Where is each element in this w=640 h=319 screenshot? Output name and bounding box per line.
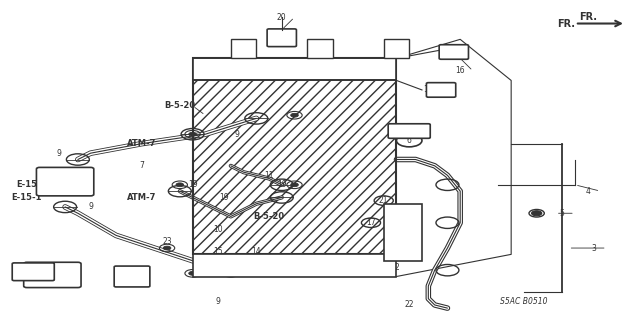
Text: B-5-20: B-5-20 [164,101,195,110]
Circle shape [532,211,541,216]
Text: B-5-20: B-5-20 [253,212,285,221]
Circle shape [227,271,235,275]
Bar [384,39,409,58]
FancyBboxPatch shape [267,29,296,47]
Text: 17: 17 [366,218,376,227]
Text: 7: 7 [139,161,144,170]
Text: 2: 2 [394,263,399,271]
Text: 19: 19 [277,180,287,189]
Text: 9: 9 [56,149,61,158]
Circle shape [189,132,196,136]
Text: 19: 19 [220,193,229,202]
Text: ATM-7: ATM-7 [127,193,156,202]
Circle shape [291,183,298,187]
Text: 13: 13 [213,266,223,275]
Text: E-15-1: E-15-1 [12,193,42,202]
Text: 16: 16 [456,66,465,76]
Circle shape [291,113,298,117]
Bar [193,254,396,277]
Circle shape [163,246,171,250]
Text: 15: 15 [213,247,223,256]
Text: 9: 9 [88,203,93,211]
Text: 20: 20 [277,13,287,22]
Text: 18: 18 [424,85,433,94]
Text: 14: 14 [252,247,261,256]
FancyBboxPatch shape [439,45,468,59]
Bar [307,39,333,58]
FancyBboxPatch shape [36,167,94,196]
Text: S5AC B0510: S5AC B0510 [500,297,548,306]
Text: 5: 5 [560,209,564,218]
Circle shape [189,271,196,275]
Circle shape [393,252,400,256]
Bar [193,58,396,80]
Bar [384,204,422,261]
Text: 23: 23 [163,237,172,246]
Text: 8: 8 [127,269,131,278]
FancyBboxPatch shape [388,124,430,138]
Bar [231,39,256,58]
Bar [193,58,396,254]
Text: 19: 19 [188,180,197,189]
Text: 11: 11 [264,171,274,180]
Text: 22: 22 [404,300,414,309]
Text: 3: 3 [591,243,596,253]
Text: 10: 10 [213,225,223,234]
Text: E-15: E-15 [17,180,37,189]
FancyBboxPatch shape [24,262,81,287]
Text: 12: 12 [22,269,31,278]
Text: 4: 4 [585,187,590,196]
Text: 9: 9 [235,130,239,139]
Text: FR.: FR. [557,19,575,28]
FancyBboxPatch shape [426,83,456,97]
Bar [193,58,396,254]
FancyBboxPatch shape [12,263,54,281]
Text: FR.: FR. [579,12,596,22]
Text: 1: 1 [394,228,399,237]
Text: 6: 6 [407,136,412,145]
Text: 21: 21 [379,196,388,205]
FancyBboxPatch shape [114,266,150,287]
Text: ATM-7: ATM-7 [127,139,156,148]
Text: 9: 9 [216,297,221,306]
Circle shape [176,183,184,187]
